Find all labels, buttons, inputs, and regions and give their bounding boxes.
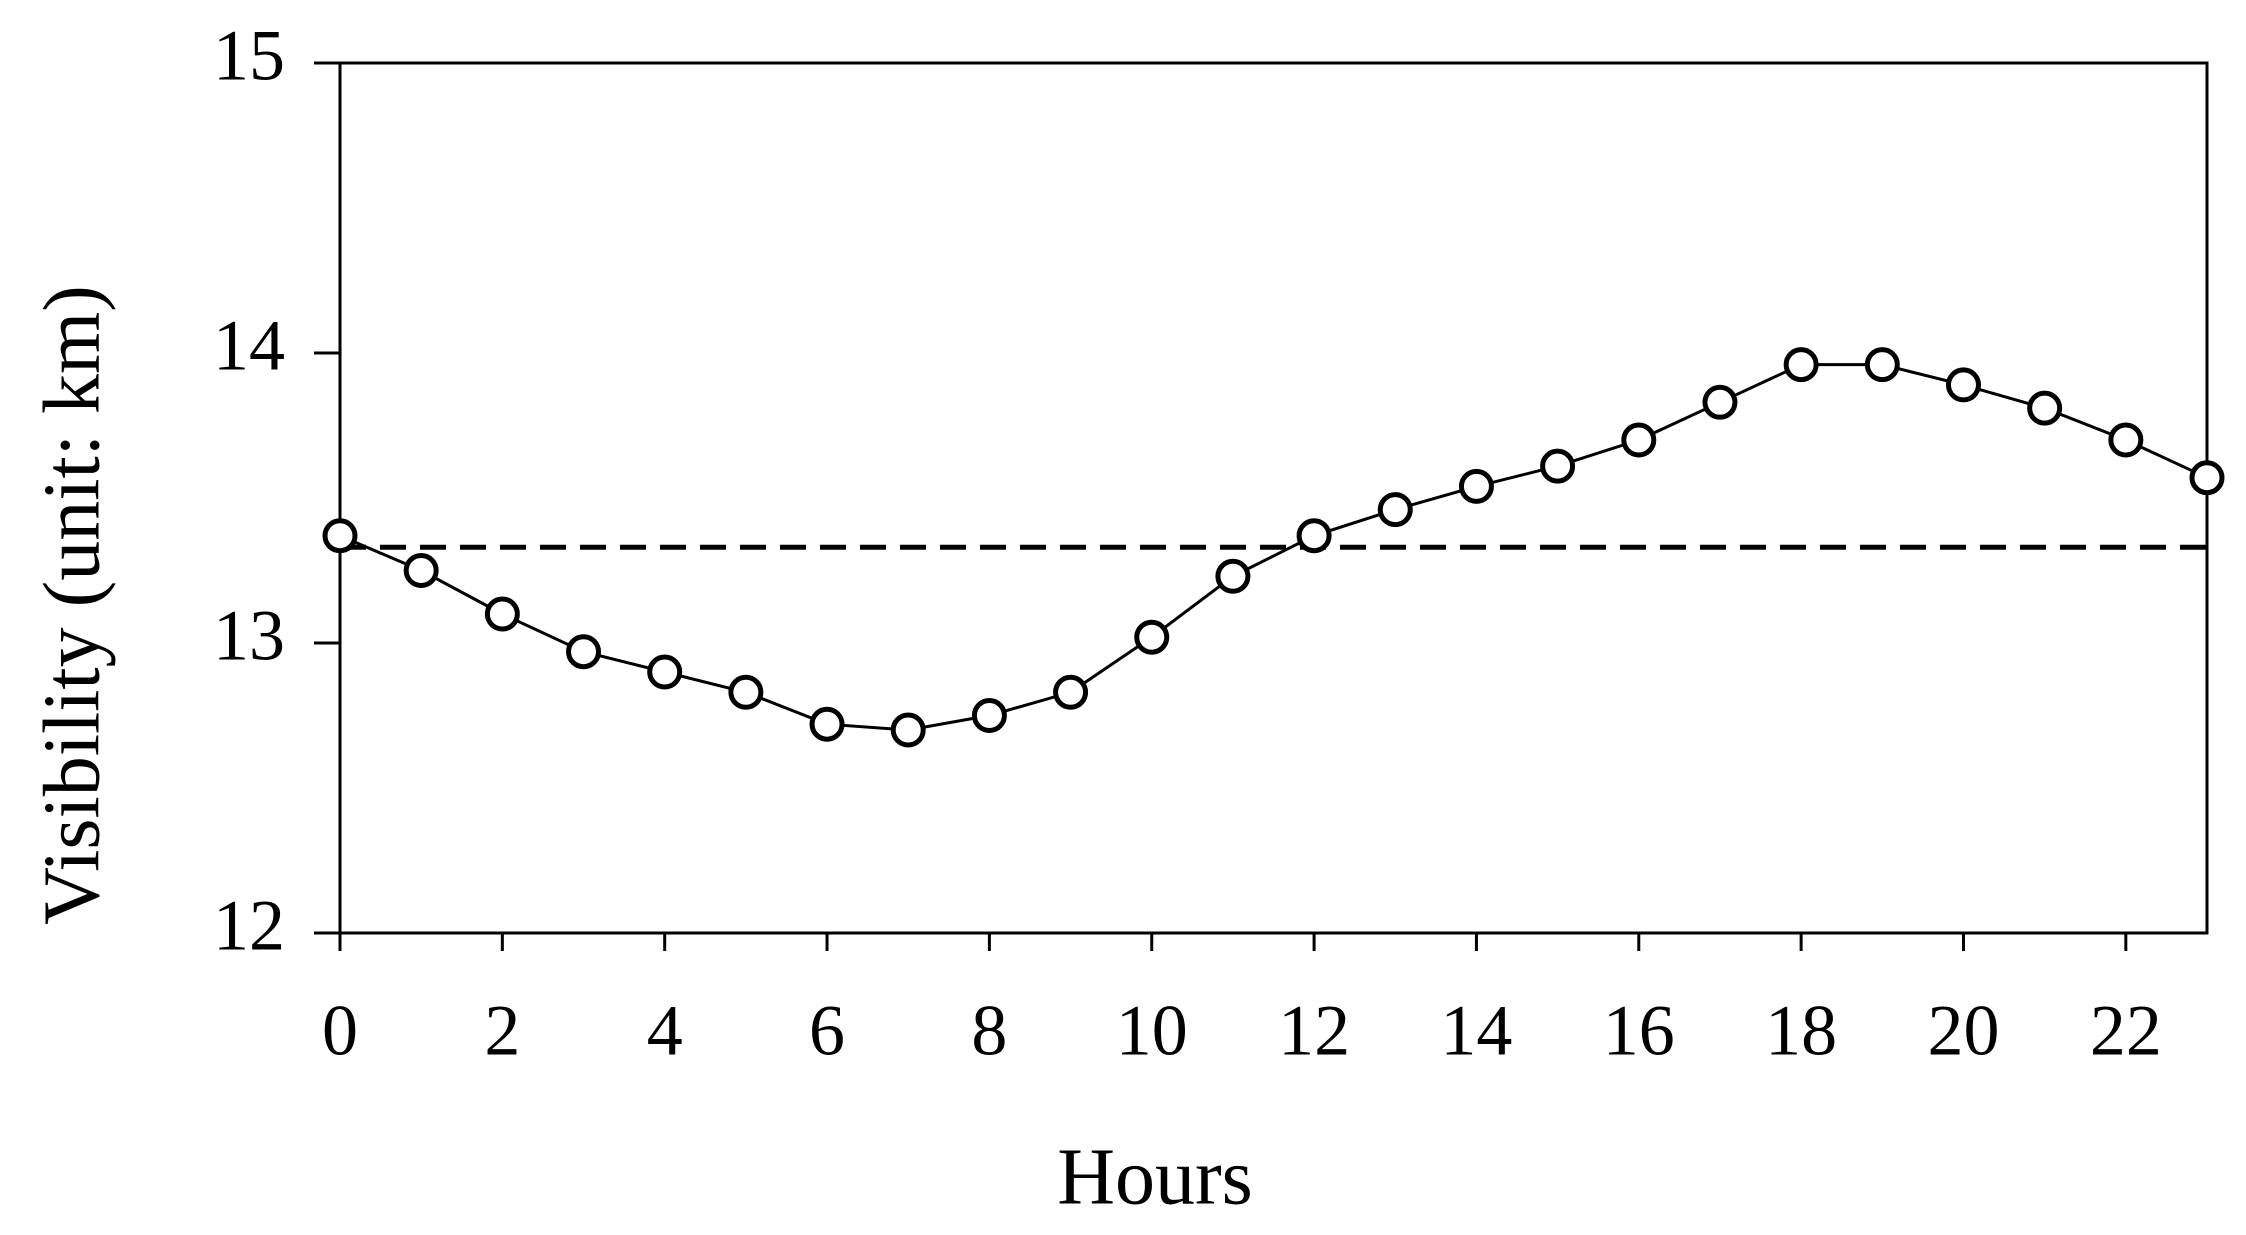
x-tick-label: 2 <box>484 991 520 1071</box>
data-point <box>322 518 358 554</box>
data-point <box>2189 460 2225 496</box>
x-tick-label: 12 <box>1278 991 1350 1071</box>
x-tick-label: 14 <box>1440 991 1512 1071</box>
data-point <box>1864 347 1900 383</box>
data-point <box>1134 619 1170 655</box>
data-point <box>484 596 520 632</box>
data-point <box>403 553 439 588</box>
data-point <box>1458 468 1494 504</box>
plot-frame <box>338 61 2209 935</box>
data-point <box>971 698 1007 733</box>
x-tick-label: 4 <box>647 991 683 1071</box>
data-point <box>566 634 602 670</box>
x-tick-label: 0 <box>322 991 358 1071</box>
data-point <box>809 706 845 742</box>
data-point <box>1296 518 1332 554</box>
x-axis-title: Hours <box>1057 1133 1253 1221</box>
data-point <box>728 674 764 710</box>
data-point <box>1945 367 1981 403</box>
y-axis-title: Visibility (unit: km) <box>28 285 116 925</box>
x-tick-label: 20 <box>1927 991 1999 1071</box>
x-tick-label: 18 <box>1765 991 1837 1071</box>
data-point <box>1053 674 1089 710</box>
y-tick-label: 12 <box>213 886 285 966</box>
data-point <box>1215 558 1251 594</box>
data-point <box>2108 422 2144 458</box>
x-tick-label: 16 <box>1603 991 1675 1071</box>
y-tick-label: 15 <box>213 16 285 96</box>
data-point <box>1377 492 1413 528</box>
x-tick-label: 6 <box>809 991 845 1071</box>
data-point <box>1702 384 1738 420</box>
data-point <box>1621 422 1657 458</box>
x-tick-label: 22 <box>2090 991 2162 1071</box>
data-point <box>890 712 926 748</box>
data-point <box>2027 390 2063 426</box>
data-point <box>1783 347 1819 383</box>
x-tick-label: 10 <box>1116 991 1188 1071</box>
data-point <box>647 654 683 690</box>
y-tick-label: 14 <box>213 306 285 386</box>
data-point <box>1540 448 1576 484</box>
y-tick-label: 13 <box>213 596 285 676</box>
x-tick-label: 8 <box>971 991 1007 1071</box>
